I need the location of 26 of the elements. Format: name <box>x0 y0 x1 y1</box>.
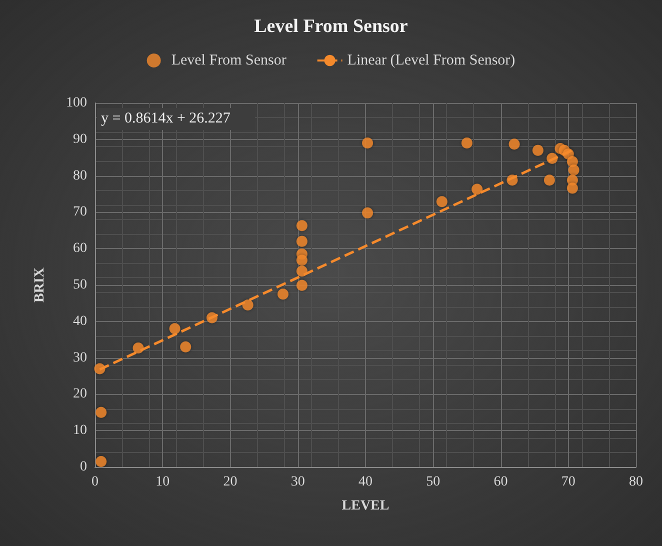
y-tick-label: 60 <box>73 241 87 256</box>
x-tick-label: 40 <box>358 474 372 490</box>
x-tick-label: 10 <box>156 474 170 490</box>
annotation: y = 0.8614x + 26.227 <box>101 110 231 126</box>
y-tick-label: 100 <box>66 96 87 110</box>
x-tick-label: 50 <box>426 474 440 490</box>
legend-label: Level From Sensor <box>171 52 286 68</box>
x-tick-label: 20 <box>223 474 238 490</box>
y-tick-label: 90 <box>73 132 87 147</box>
y-tick-label: 30 <box>73 350 87 366</box>
y-tick-label: 50 <box>73 278 87 292</box>
chart-title: Level From Sensor <box>254 16 408 37</box>
y-axis-title: BRIX <box>32 267 48 303</box>
legend-label: Linear (Level From Sensor) <box>347 52 516 68</box>
x-tick-label: 80 <box>629 474 643 490</box>
x-tick-label: 60 <box>494 474 508 490</box>
x-tick-label: 30 <box>290 474 305 490</box>
y-tick-label: 70 <box>73 204 87 220</box>
y-tick-label: 10 <box>73 423 87 438</box>
y-tick-label: 0 <box>80 460 87 474</box>
y-tick-label: 20 <box>73 386 87 402</box>
x-tick-label: 0 <box>92 474 98 490</box>
y-tick-label: 40 <box>73 314 87 329</box>
x-axis-title: LEVEL <box>342 498 390 514</box>
x-tick-label: 70 <box>561 474 576 490</box>
y-tick-label: 80 <box>73 168 87 184</box>
